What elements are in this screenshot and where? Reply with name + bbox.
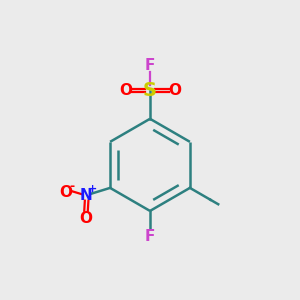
Text: -: - [70, 180, 75, 193]
Text: S: S [143, 81, 157, 100]
Text: N: N [80, 188, 93, 203]
Text: O: O [59, 185, 72, 200]
Text: O: O [79, 211, 92, 226]
Text: F: F [145, 58, 155, 74]
Text: O: O [119, 83, 132, 98]
Text: O: O [168, 83, 181, 98]
Text: +: + [88, 184, 98, 194]
Text: F: F [145, 229, 155, 244]
